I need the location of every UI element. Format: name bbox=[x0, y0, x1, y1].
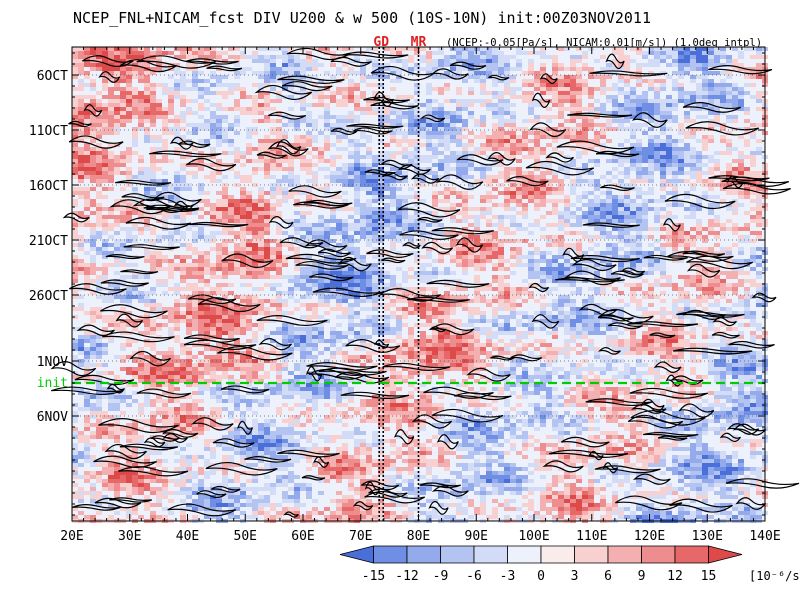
marker-label-mr: MR bbox=[411, 35, 427, 50]
colorbar-tick-label: -12 bbox=[395, 569, 418, 584]
x-tick-label: 80E bbox=[407, 529, 430, 544]
colorbar-swatch bbox=[674, 545, 709, 564]
contour-lines bbox=[50, 47, 800, 518]
colorbar-swatch bbox=[339, 545, 374, 564]
colorbar-tick-label: 3 bbox=[571, 569, 579, 584]
colorbar-tick-label: -3 bbox=[500, 569, 516, 584]
x-tick-label: 60E bbox=[291, 529, 314, 544]
x-tick-label: 70E bbox=[349, 529, 372, 544]
colorbar-swatch bbox=[507, 545, 542, 564]
x-tick-label: 130E bbox=[692, 529, 723, 544]
x-tick-label: 50E bbox=[234, 529, 257, 544]
colorbar-tick-label: 9 bbox=[638, 569, 646, 584]
x-tick-label: 110E bbox=[576, 529, 607, 544]
x-tick-label: 140E bbox=[749, 529, 780, 544]
colorbar-swatch bbox=[574, 545, 609, 564]
colorbar-swatch bbox=[406, 545, 441, 564]
colorbar-swatch bbox=[473, 545, 508, 564]
colorbar-swatch bbox=[641, 545, 676, 564]
colorbar-swatch bbox=[607, 545, 642, 564]
colorbar-swatch bbox=[440, 545, 475, 564]
y-tick-label: 11OCT bbox=[29, 124, 68, 139]
plot-area: init bbox=[37, 46, 800, 523]
colorbar-tick-label: 6 bbox=[604, 569, 612, 584]
x-tick-label: 120E bbox=[634, 529, 665, 544]
y-tick-label: 6NOV bbox=[37, 410, 68, 425]
colorbar-swatch bbox=[540, 545, 575, 564]
x-tick-label: 20E bbox=[60, 529, 83, 544]
colorbar: -15 -12 -9 -6 -3 0 3 6 9 12 15 [10⁻⁶/s] bbox=[339, 545, 800, 584]
y-tick-label: 26OCT bbox=[29, 289, 68, 304]
chart-subtitle: (NCEP:-0.05[Pa/s], NICAM:0.01[m/s]) (1.0… bbox=[446, 37, 762, 49]
x-tick-label: 30E bbox=[118, 529, 141, 544]
x-tick-label: 90E bbox=[465, 529, 488, 544]
x-tick-label: 40E bbox=[176, 529, 199, 544]
colorbar-tick-label: -9 bbox=[433, 569, 449, 584]
colorbar-swatch bbox=[373, 545, 408, 564]
chart-title: NCEP_FNL+NICAM_fcst DIV U200 & w 500 (10… bbox=[73, 9, 651, 27]
colorbar-tick-label: 15 bbox=[701, 569, 717, 584]
y-axis: 6OCT 11OCT 16OCT 21OCT 26OCT 1NOV 6NOV bbox=[29, 52, 765, 516]
x-tick-label: 100E bbox=[518, 529, 549, 544]
colorbar-swatch bbox=[708, 545, 743, 564]
x-axis: 20E 30E 40E 50E 60E 70E 80E 90E 100E 110E 120E 130E… bbox=[60, 47, 781, 544]
colorbar-tick-label: 12 bbox=[667, 569, 683, 584]
y-tick-label: 21OCT bbox=[29, 234, 68, 249]
colorbar-tick-label: 0 bbox=[537, 569, 545, 584]
init-label: init bbox=[37, 376, 68, 391]
y-tick-label: 6OCT bbox=[37, 69, 68, 84]
y-tick-label: 16OCT bbox=[29, 179, 68, 194]
colorbar-unit: [10⁻⁶/s] bbox=[749, 569, 800, 583]
y-tick-label: 1NOV bbox=[37, 355, 68, 370]
colorbar-tick-label: -15 bbox=[362, 569, 385, 584]
colorbar-tick-label: -6 bbox=[466, 569, 482, 584]
marker-label-gd: GD bbox=[373, 35, 389, 50]
